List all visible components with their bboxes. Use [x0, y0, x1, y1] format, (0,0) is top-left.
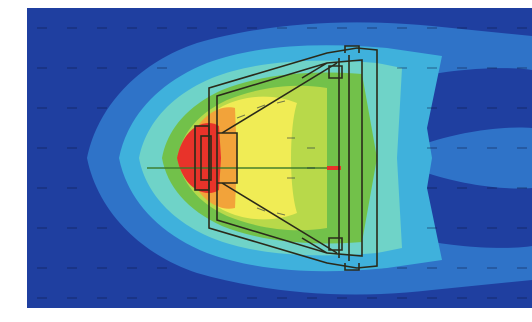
- thermal-simulation-plot: [27, 8, 532, 308]
- cold-pocket-right: [405, 68, 532, 248]
- velocity-vectors: [37, 27, 527, 299]
- hot-marker: [327, 166, 341, 170]
- loudspeaker-outline: [194, 45, 378, 271]
- hot-core-region: [177, 123, 221, 193]
